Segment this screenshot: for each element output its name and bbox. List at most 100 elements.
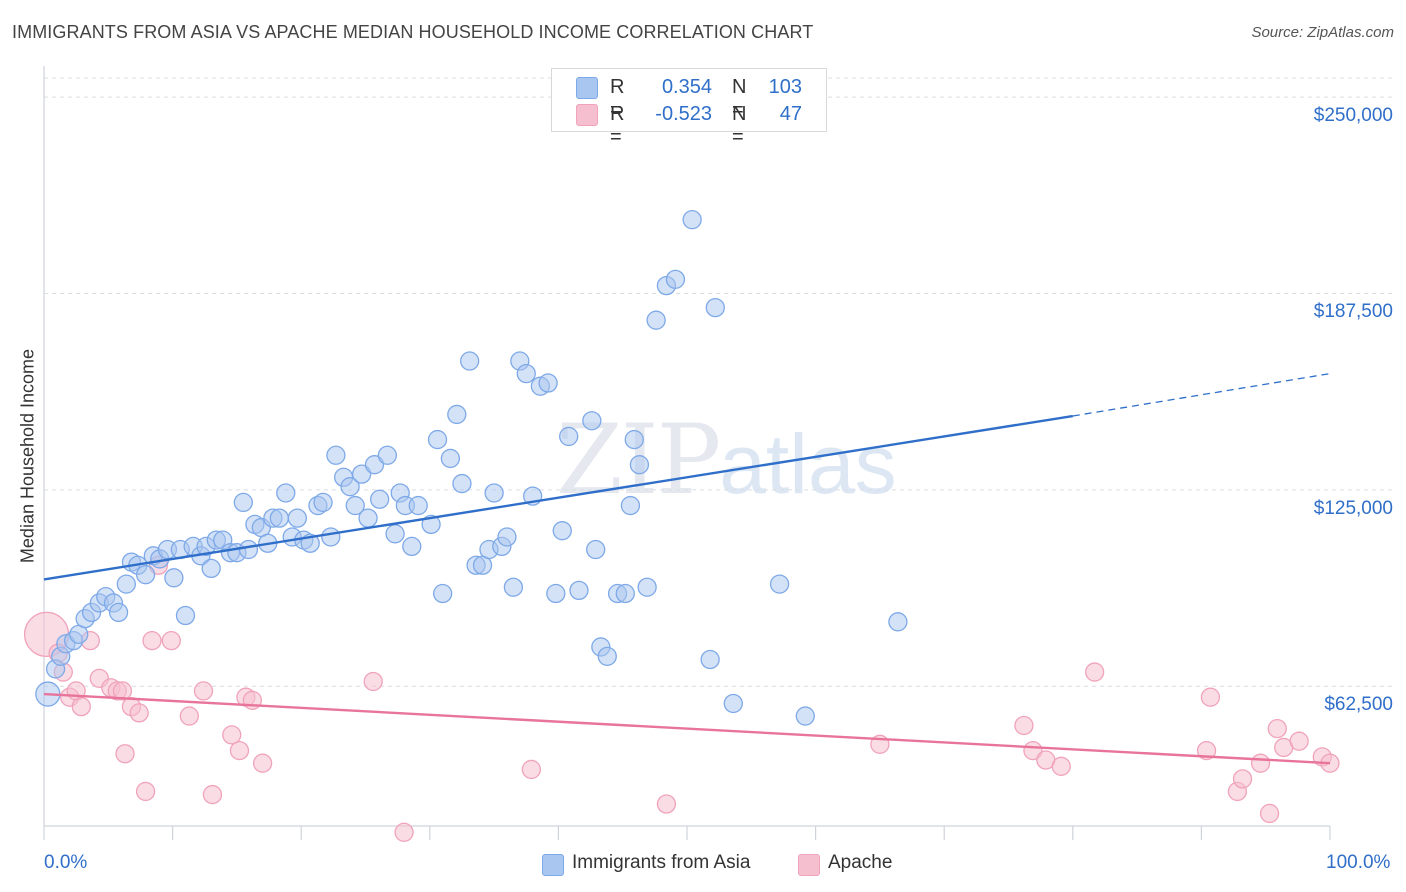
apache-point	[129, 703, 149, 723]
apache-point	[115, 744, 135, 764]
asia-point	[287, 508, 307, 528]
asia-point	[582, 411, 602, 431]
apache-point	[1250, 753, 1271, 773]
asia-point	[351, 464, 372, 484]
asia-point	[433, 583, 453, 604]
asia-point	[665, 269, 686, 290]
r-label: R =	[610, 103, 625, 148]
data-points	[23, 210, 1340, 842]
series-swatch-apache	[576, 104, 598, 126]
y-axis-label: Median Household Income	[17, 348, 38, 564]
asia-point	[538, 373, 558, 393]
apache-point	[112, 681, 133, 701]
asia-point	[795, 706, 815, 726]
asia-point	[682, 210, 702, 230]
apache-trend-line	[43, 692, 1331, 765]
apache-point	[1232, 769, 1253, 789]
asia-point	[559, 426, 579, 447]
asia-point	[440, 448, 461, 469]
y-tick-label: $187,500	[1313, 301, 1393, 323]
r-value: 0.354	[661, 76, 712, 98]
legend-label-apache: Apache	[828, 852, 893, 873]
apache-point	[656, 794, 677, 814]
asia-point	[345, 495, 365, 516]
apache-point	[142, 630, 162, 651]
y-tick-label: $62,500	[1324, 694, 1393, 716]
asia-point	[175, 605, 196, 626]
legend-swatch-apache	[798, 854, 820, 876]
asia-point	[402, 536, 422, 557]
asia-point	[637, 577, 657, 597]
y-tick-label: $125,000	[1313, 497, 1393, 519]
trend-lines	[43, 372, 1331, 765]
asia-point	[427, 429, 448, 450]
apache-point	[521, 759, 542, 780]
asia-trend-extension	[1072, 372, 1331, 417]
stats-legend: R = 0.354 N = 103 R = -0.523 N = 47	[551, 68, 827, 148]
asia-point	[552, 521, 572, 541]
asia-point	[646, 310, 666, 330]
apache-point	[222, 725, 242, 745]
asia-point	[586, 539, 606, 560]
apache-point	[135, 781, 156, 802]
asia-point	[769, 574, 790, 594]
x-tick-label-max: 100.0%	[1326, 852, 1391, 873]
asia-point	[497, 527, 517, 547]
asia-point	[460, 351, 480, 371]
asia-point	[233, 492, 253, 513]
asia-point	[108, 602, 129, 623]
asia-point	[321, 527, 341, 547]
n-value: 103	[768, 76, 802, 98]
asia-point	[569, 580, 589, 601]
asia-point	[447, 404, 467, 425]
n-value: 47	[779, 103, 802, 125]
apache-point	[193, 681, 214, 701]
chart-title: IMMIGRANTS FROM ASIA VS APACHE MEDIAN HO…	[12, 22, 814, 42]
asia-point	[700, 649, 720, 670]
asia-point	[408, 495, 428, 516]
asia-point	[705, 297, 725, 318]
source-attribution: Source: ZipAtlas.com	[1251, 24, 1394, 41]
asia-point	[369, 489, 390, 509]
apache-point	[71, 696, 91, 717]
asia-point	[340, 477, 360, 497]
asia-point	[326, 445, 346, 465]
y-tick-label: $250,000	[1313, 105, 1393, 127]
r-label: R =	[610, 76, 625, 121]
apache-point	[252, 753, 273, 773]
asia-point	[276, 483, 296, 503]
asia-point	[377, 445, 398, 465]
apache-point	[229, 740, 250, 761]
apache-point	[1051, 756, 1071, 776]
apache-point	[394, 822, 414, 842]
asia-point	[597, 646, 617, 666]
axes	[43, 66, 1331, 840]
asia-point	[385, 524, 405, 544]
apache-point	[1267, 718, 1287, 739]
asia-point	[164, 568, 184, 588]
asia-point	[484, 483, 504, 503]
asia-point	[201, 558, 221, 579]
apache-point	[1085, 662, 1105, 682]
asia-trend-line	[43, 414, 1073, 581]
asia-point	[116, 574, 136, 594]
apache-point	[363, 671, 383, 692]
series-swatch-asia	[576, 77, 598, 99]
watermark-logo: ZIPatlas	[556, 404, 897, 516]
r-value: -0.523	[655, 103, 712, 125]
apache-point	[161, 630, 181, 651]
asia-point	[358, 508, 378, 528]
apache-point	[1289, 731, 1309, 751]
asia-point	[888, 612, 908, 632]
apache-point	[1014, 715, 1034, 736]
asia-point	[723, 693, 743, 714]
asia-point	[421, 514, 441, 535]
n-label: N =	[732, 103, 747, 148]
apache-point	[202, 784, 223, 805]
asia-point	[364, 455, 385, 475]
legend-swatch-asia	[542, 854, 564, 876]
asia-point	[516, 363, 536, 384]
asia-point	[624, 429, 644, 450]
x-tick-label-min: 0.0%	[44, 852, 88, 873]
